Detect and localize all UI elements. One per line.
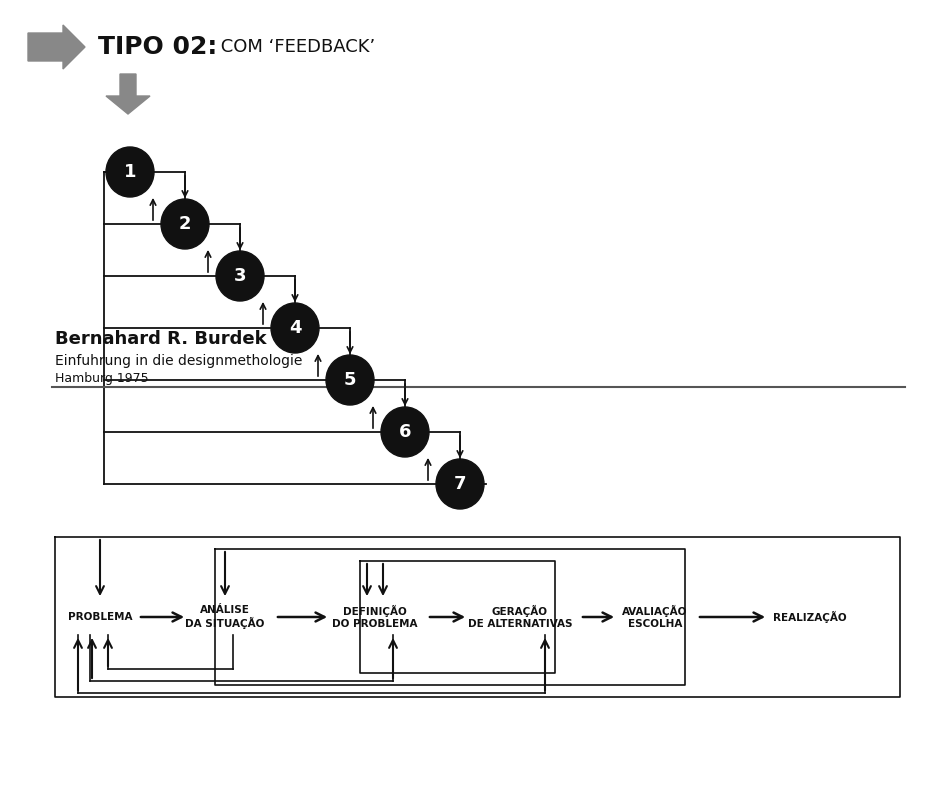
Text: 3: 3 <box>234 267 246 285</box>
Text: PROBLEMA: PROBLEMA <box>68 612 132 622</box>
Polygon shape <box>106 74 150 114</box>
Ellipse shape <box>161 199 209 249</box>
Ellipse shape <box>436 459 484 509</box>
Text: 4: 4 <box>289 319 301 337</box>
Text: TIPO 02:: TIPO 02: <box>98 35 218 59</box>
Text: GERAÇÃO
DE ALTERNATIVAS: GERAÇÃO DE ALTERNATIVAS <box>468 605 572 629</box>
Text: Einfuhrung in die designmethologie: Einfuhrung in die designmethologie <box>55 354 302 368</box>
Ellipse shape <box>216 251 264 301</box>
Text: AVALIAÇÃO
ESCOLHA: AVALIAÇÃO ESCOLHA <box>623 605 688 629</box>
Text: Bernahard R. Burdek: Bernahard R. Burdek <box>55 330 267 348</box>
Ellipse shape <box>106 147 154 197</box>
Ellipse shape <box>271 303 319 353</box>
Text: 7: 7 <box>454 475 466 493</box>
Polygon shape <box>28 25 85 69</box>
Text: REALIZAÇÃO: REALIZAÇÃO <box>773 611 847 623</box>
Ellipse shape <box>326 355 374 405</box>
Text: 6: 6 <box>398 423 412 441</box>
Text: 2: 2 <box>179 215 191 233</box>
Text: 1: 1 <box>123 163 137 181</box>
Text: COM ‘FEEDBACK’: COM ‘FEEDBACK’ <box>215 38 375 56</box>
Ellipse shape <box>381 407 429 457</box>
Text: Hamburg 1975: Hamburg 1975 <box>55 372 149 385</box>
Text: ANÁLISE
DA SITUAÇÃO: ANÁLISE DA SITUAÇÃO <box>186 605 265 629</box>
Text: 5: 5 <box>344 371 356 389</box>
Text: DEFINIÇÃO
DO PROBLEMA: DEFINIÇÃO DO PROBLEMA <box>333 605 417 629</box>
